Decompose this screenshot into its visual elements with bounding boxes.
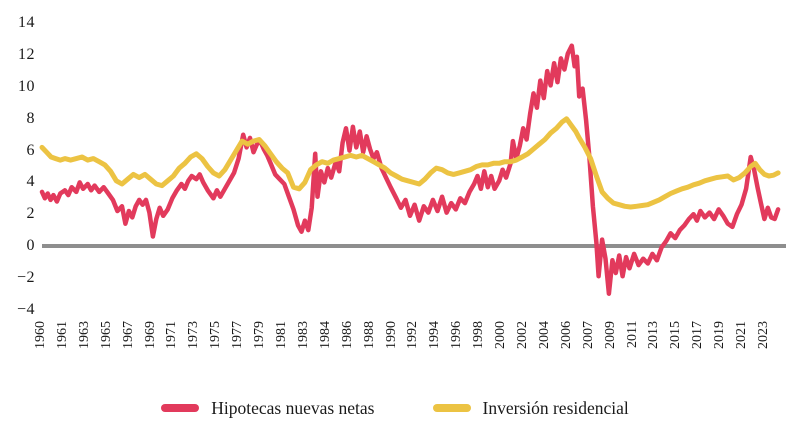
- x-tick-label: 1996: [449, 321, 465, 349]
- x-tick-label: 1992: [405, 321, 421, 349]
- legend-item-inversion-residencial: Inversión residencial: [432, 397, 629, 419]
- y-tick-label: 2: [26, 205, 35, 223]
- x-tick-label: 2007: [580, 321, 596, 349]
- x-tick-label: 1975: [208, 321, 224, 349]
- y-tick-label: 12: [18, 46, 35, 64]
- x-tick-label: 2013: [646, 321, 662, 349]
- series-line-1: [39, 116, 781, 210]
- x-tick-label: 2011: [624, 321, 640, 349]
- x-tick-label: 2004: [536, 321, 552, 349]
- x-tick-label: 1960: [33, 321, 48, 349]
- x-tick-label: 1981: [274, 321, 289, 349]
- x-tick-label: 1984: [317, 321, 333, 349]
- legend-marker-red-line-icon: [161, 404, 200, 412]
- y-tick-label: 14: [18, 14, 35, 32]
- x-tick-label: 1963: [76, 321, 92, 349]
- legend-item-hipotecas-nuevas-netas: Hipotecas nuevas netas: [161, 397, 375, 419]
- x-tick-label: 2015: [668, 321, 684, 349]
- x-tick-label: 1967: [120, 321, 136, 349]
- x-tick-label: 1971: [164, 321, 180, 349]
- y-tick-label: −4: [16, 300, 35, 318]
- legend: Hipotecas nuevas netas Inversión residen…: [0, 392, 790, 424]
- legend-label-inversion-residencial: Inversión residencial: [482, 397, 629, 418]
- x-tick-label: 2021: [734, 321, 750, 349]
- x-tick-label: 2019: [712, 321, 728, 349]
- x-tick-label: 2006: [558, 321, 574, 349]
- legend-marker-yellow-line-icon: [432, 404, 471, 412]
- x-tick-label: 1998: [471, 321, 487, 349]
- series-line-0: [39, 43, 781, 296]
- legend-label-hipotecas-nuevas-netas: Hipotecas nuevas netas: [211, 397, 375, 418]
- x-tick-label: 1988: [361, 321, 377, 349]
- x-tick-label: 1965: [98, 321, 114, 349]
- x-tick-label: 2002: [515, 321, 530, 349]
- x-tick-label: 1986: [339, 321, 355, 349]
- y-tick-label: 10: [18, 78, 35, 95]
- y-tick-label: 8: [26, 109, 35, 127]
- x-tick-label: 1977: [230, 321, 246, 349]
- x-tick-label: 1969: [142, 321, 158, 349]
- x-tick-label: 2009: [602, 321, 618, 349]
- x-tick-label: 2000: [493, 321, 509, 349]
- y-tick-label: −2: [16, 268, 35, 286]
- x-tick-label: 2017: [690, 321, 706, 349]
- x-tick-label: 1983: [295, 321, 311, 349]
- y-tick-label: 4: [26, 173, 35, 191]
- x-tick-label: 1979: [252, 321, 268, 349]
- y-tick-label: 6: [26, 141, 35, 159]
- x-tick-label: 2023: [756, 321, 771, 349]
- x-tick-label: 1973: [186, 321, 202, 349]
- y-tick-label: 0: [26, 237, 35, 254]
- x-tick-label: 1961: [54, 321, 70, 349]
- x-tick-label: 1994: [427, 321, 443, 349]
- x-tick-label: 1990: [383, 321, 399, 349]
